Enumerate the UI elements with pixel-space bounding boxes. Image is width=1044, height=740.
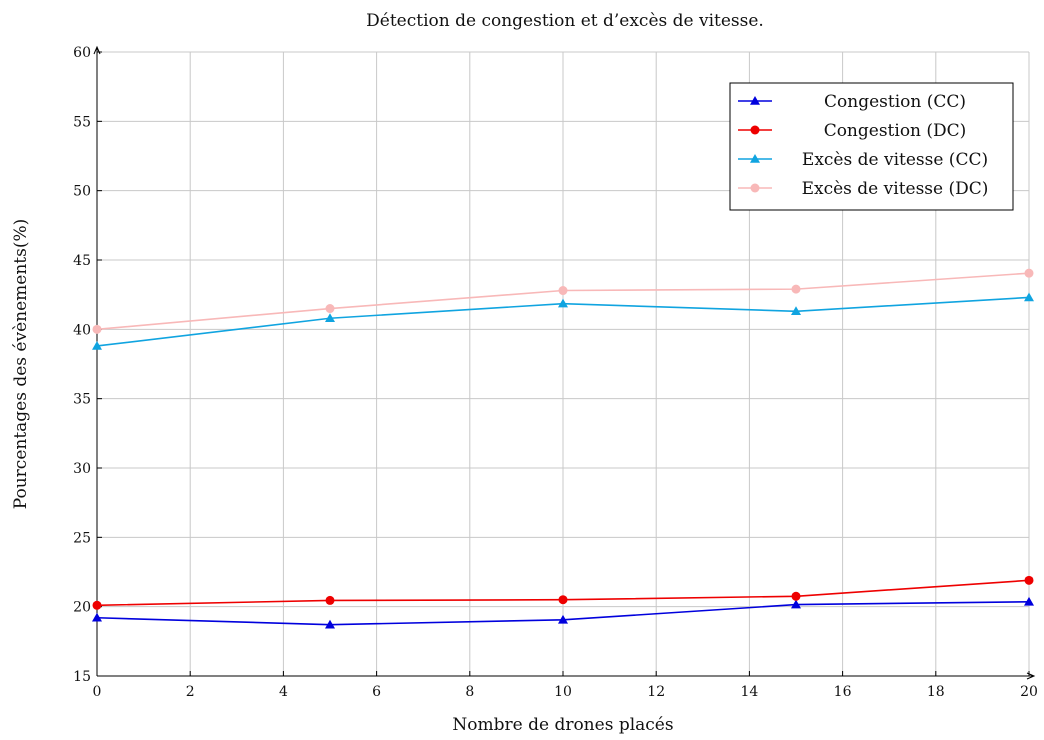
legend-item: Excès de vitesse (CC): [738, 150, 988, 170]
x-tick-label: 12: [647, 684, 665, 700]
y-tick-label: 20: [73, 600, 91, 616]
data-point: [558, 595, 568, 605]
series-layer: [92, 268, 1034, 629]
legend-item: Excès de vitesse (DC): [738, 179, 988, 199]
data-point: [325, 313, 335, 322]
data-point: [325, 304, 335, 314]
data-point: [558, 614, 568, 624]
legend: Congestion (CC) Congestion (DC) Excès de v…: [729, 82, 1014, 211]
legend-marker: [750, 125, 760, 135]
data-point: [1024, 268, 1034, 278]
y-tick-label: 25: [73, 530, 91, 546]
series-4: [92, 268, 1034, 334]
x-tick-label: 4: [279, 684, 288, 700]
data-point: [1024, 292, 1034, 302]
x-tick-label: 20: [1020, 684, 1038, 700]
y-axis-title: Pourcentages des évènements(%): [11, 219, 31, 510]
data-point: [791, 284, 801, 294]
data-point: [92, 324, 102, 334]
data-point: [558, 286, 568, 296]
legend-label: Congestion (DC): [824, 121, 967, 141]
y-tick-label: 45: [73, 253, 91, 269]
y-tick-label: 40: [73, 322, 91, 338]
data-point: [791, 591, 801, 601]
data-point: [325, 619, 335, 629]
legend-box: [729, 82, 1014, 211]
legend-item: Congestion (DC): [738, 121, 966, 141]
data-point: [1024, 575, 1034, 585]
x-tick-label: 10: [554, 684, 572, 700]
y-tick-label: 35: [73, 392, 91, 408]
y-tick-label: 50: [73, 184, 91, 200]
data-point: [1024, 596, 1034, 606]
x-tick-label: 16: [834, 684, 852, 700]
legend-marker: [750, 96, 760, 105]
legend-item: Congestion (CC): [738, 92, 966, 112]
x-tick-label: 0: [93, 684, 102, 700]
series-3: [92, 292, 1034, 350]
legend-label: Excès de vitesse (DC): [802, 179, 989, 199]
data-point: [558, 298, 568, 308]
y-tick-label: 60: [73, 45, 91, 61]
series-1: [92, 596, 1034, 629]
y-tick-label: 55: [73, 114, 91, 130]
x-axis-ticks: 0 2 4 6 8 10 12 14 16 18 20: [93, 671, 1038, 700]
legend-label: Congestion (CC): [824, 92, 966, 112]
legend-marker: [750, 154, 760, 163]
data-point: [92, 600, 102, 610]
x-tick-label: 14: [740, 684, 758, 700]
x-tick-label: 6: [372, 684, 381, 700]
y-tick-label: 15: [73, 669, 91, 685]
x-tick-label: 18: [927, 684, 945, 700]
x-tick-label: 8: [465, 684, 474, 700]
data-point: [325, 595, 335, 605]
data-point: [791, 599, 801, 609]
data-point: [92, 340, 102, 350]
y-tick-label: 30: [73, 461, 91, 477]
series-2: [92, 575, 1034, 610]
data-point: [791, 306, 801, 316]
data-point: [92, 612, 102, 622]
legend-marker: [750, 183, 760, 193]
x-axis-title: Nombre de drones placés: [452, 715, 673, 735]
x-tick-label: 2: [186, 684, 195, 700]
legend-label: Excès de vitesse (CC): [802, 150, 988, 170]
y-axis-ticks: 15 20 25 30 35 40 45 50 55 60: [73, 45, 102, 685]
chart-title: Détection de congestion et d’excès de vi…: [366, 11, 764, 31]
